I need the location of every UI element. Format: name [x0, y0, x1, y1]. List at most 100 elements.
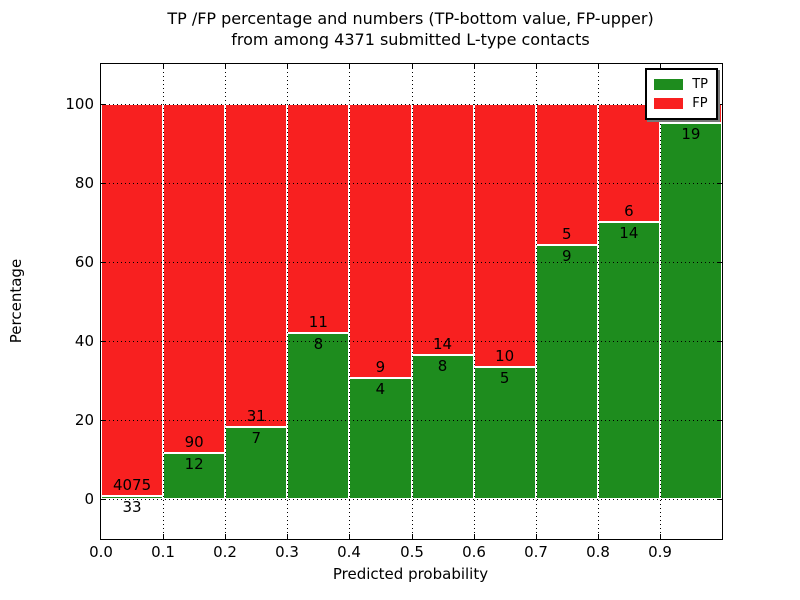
y-tickmark-right-40 [717, 341, 722, 342]
x-tick-label-0.8: 0.8 [586, 543, 610, 561]
tp-count-label-7: 9 [561, 247, 572, 265]
tp-count-label-8: 14 [619, 224, 639, 242]
x-tickmark-top-9 [660, 64, 661, 69]
gridline-h-80 [101, 183, 722, 184]
x-tick-label-0.4: 0.4 [337, 543, 361, 561]
chart-title-line2: from among 4371 submitted L-type contact… [231, 30, 590, 49]
fp-swatch [654, 98, 684, 109]
x-tickmark-bottom-7 [536, 534, 537, 539]
legend-label-tp: TP [692, 77, 708, 92]
x-tickmark-bottom-8 [598, 534, 599, 539]
y-tickmark-left-0 [101, 499, 106, 500]
bar-segment-fp-6 [474, 104, 536, 367]
fp-count-label-4: 9 [375, 358, 386, 376]
bar-segment-tp-0 [101, 496, 163, 499]
gridline-v-0.7 [536, 64, 537, 539]
bar-segment-tp-9 [660, 123, 722, 499]
gridline-v-0.3 [287, 64, 288, 539]
y-tickmark-right-80 [717, 183, 722, 184]
legend-item-tp: TP [654, 75, 708, 94]
gridline-v-0.5 [412, 64, 413, 539]
y-tickmark-right-60 [717, 262, 722, 263]
x-tickmark-bottom-5 [412, 534, 413, 539]
chart-title: TP /FP percentage and numbers (TP-bottom… [100, 8, 721, 50]
legend-label-fp: FP [692, 96, 708, 111]
x-tick-label-0.2: 0.2 [213, 543, 237, 561]
gridline-v-0.9 [660, 64, 661, 539]
x-tickmark-top-7 [536, 64, 537, 69]
gridline-v-0.6 [474, 64, 475, 539]
gridline-v-0.8 [598, 64, 599, 539]
gridline-h-0 [101, 499, 722, 500]
x-tickmark-bottom-4 [349, 534, 350, 539]
x-tickmark-bottom-3 [287, 534, 288, 539]
x-tick-label-0.5: 0.5 [400, 543, 424, 561]
y-tick-label-100: 100 [65, 95, 94, 113]
y-tickmark-right-100 [717, 104, 722, 105]
bar-segment-fp-4 [349, 104, 412, 378]
bar-segment-tp-5 [412, 355, 474, 499]
tp-count-label-5: 8 [437, 357, 448, 375]
fp-count-label-2: 31 [246, 407, 266, 425]
tp-swatch [654, 79, 684, 90]
gridline-v-0.2 [225, 64, 226, 539]
tp-count-label-0: 33 [122, 498, 142, 516]
gridline-v-0.1 [163, 64, 164, 539]
bar-segment-tp-4 [349, 378, 412, 499]
x-tickmark-bottom-1 [163, 534, 164, 539]
tp-count-label-9: 19 [681, 125, 701, 143]
y-tick-label-40: 40 [74, 332, 94, 350]
tp-count-label-2: 7 [251, 429, 262, 447]
x-tickmark-top-8 [598, 64, 599, 69]
x-tickmark-top-2 [225, 64, 226, 69]
bar-segment-fp-7 [536, 104, 598, 245]
x-tick-label-0.7: 0.7 [524, 543, 548, 561]
y-tick-label-20: 20 [74, 411, 94, 429]
x-tick-label-0.6: 0.6 [462, 543, 486, 561]
x-tick-label-0.9: 0.9 [648, 543, 672, 561]
gridline-h-20 [101, 420, 722, 421]
legend: TP FP [645, 68, 718, 120]
bar-segment-tp-2 [225, 427, 287, 499]
x-tick-label-0.0: 0.0 [89, 543, 113, 561]
bar-segment-fp-0 [101, 104, 163, 496]
gridline-h-100 [101, 104, 722, 105]
fp-count-label-6: 10 [495, 347, 515, 365]
fp-count-label-8: 6 [624, 202, 634, 220]
fp-count-label-3: 11 [308, 313, 328, 331]
x-tick-label-0.3: 0.3 [275, 543, 299, 561]
y-tick-label-0: 0 [84, 490, 94, 508]
y-tickmark-left-40 [101, 341, 106, 342]
y-axis-label: Percentage [7, 258, 25, 344]
y-tickmark-left-80 [101, 183, 106, 184]
tp-count-label-3: 8 [313, 335, 324, 353]
tp-count-label-6: 5 [499, 369, 510, 387]
fp-count-label-5: 14 [433, 335, 453, 353]
bar-segment-tp-8 [598, 222, 660, 499]
y-tickmark-right-20 [717, 420, 722, 421]
x-tickmark-bottom-2 [225, 534, 226, 539]
fp-count-label-0: 4075 [112, 476, 152, 494]
fp-count-label-7: 5 [561, 225, 572, 243]
y-tickmark-right-0 [717, 499, 722, 500]
bar-segment-fp-8 [598, 104, 660, 222]
fp-count-label-1: 90 [184, 433, 204, 451]
tp-count-label-4: 4 [375, 380, 386, 398]
x-tick-label-0.1: 0.1 [151, 543, 175, 561]
y-tick-label-80: 80 [74, 174, 94, 192]
bar-segment-tp-3 [287, 333, 349, 499]
x-tickmark-bottom-9 [660, 534, 661, 539]
x-tickmark-top-6 [474, 64, 475, 69]
chart-title-line1: TP /FP percentage and numbers (TP-bottom… [167, 9, 654, 28]
legend-item-fp: FP [654, 94, 708, 113]
x-tickmark-top-3 [287, 64, 288, 69]
tp-count-label-1: 12 [184, 455, 204, 473]
plot-area: 4075 33 90 12 31 7 11 8 9 4 14 8 10 5 5 9 6 14 19 0.0 0.1 0.… [65, 63, 723, 561]
gridline-v-0.4 [349, 64, 350, 539]
gridline-h-60 [101, 262, 722, 263]
bar-segment-fp-3 [287, 104, 349, 333]
y-tickmark-left-60 [101, 262, 106, 263]
y-tickmark-left-20 [101, 420, 106, 421]
gridline-h-40 [101, 341, 722, 342]
